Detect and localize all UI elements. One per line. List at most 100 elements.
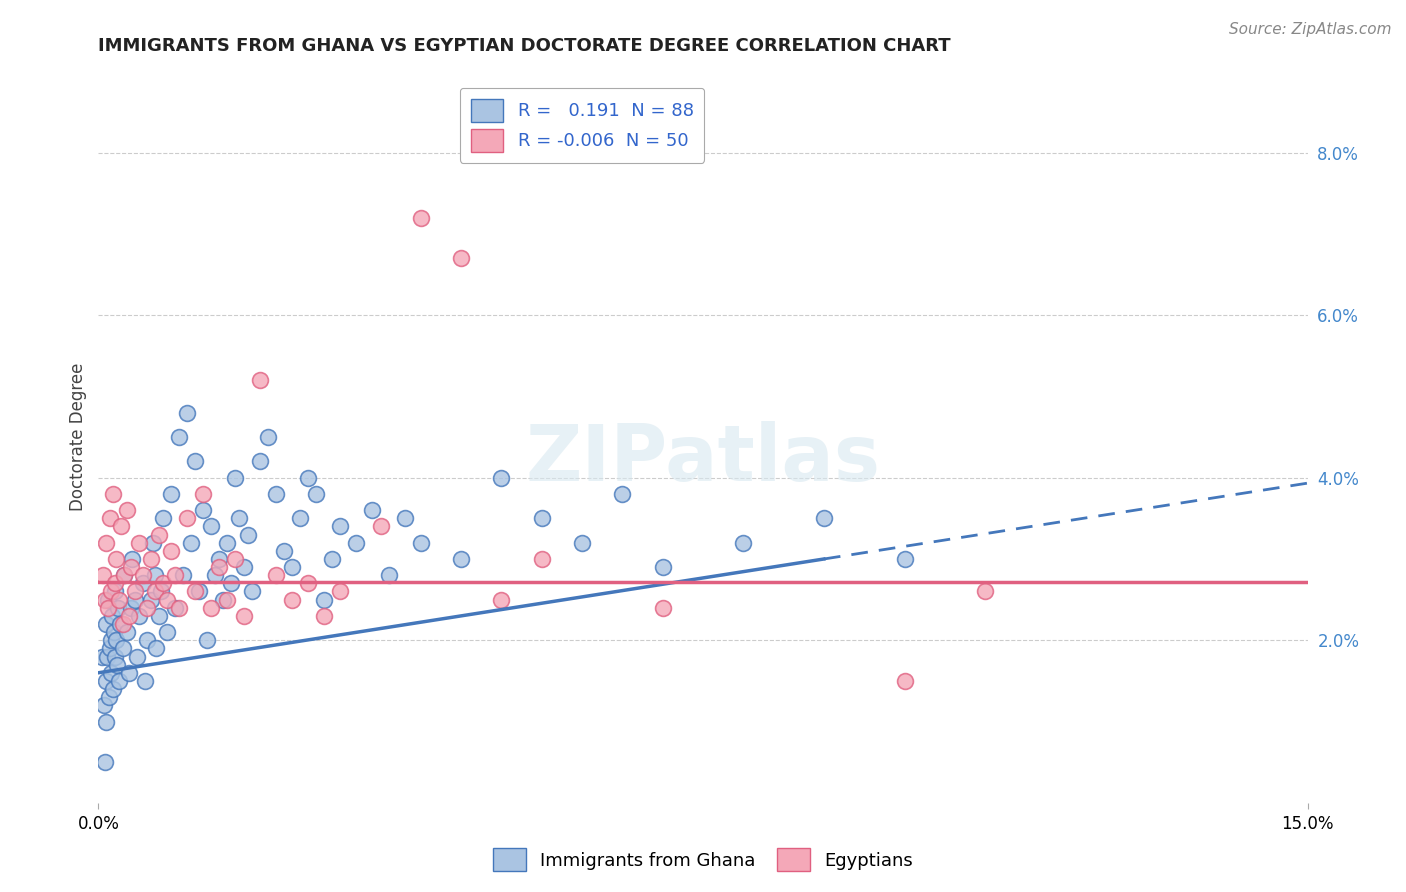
Point [200, 519, 222, 533]
Legend: R =   0.191  N = 88, R = -0.006  N = 50: R = 0.191 N = 88, R = -0.006 N = 50 [460, 87, 704, 163]
Point [394, 511, 416, 525]
Point [240, 584, 263, 599]
Text: Source: ZipAtlas.com: Source: ZipAtlas.com [1229, 22, 1392, 37]
Point [142, 535, 165, 549]
Point [361, 503, 384, 517]
Point [97, 592, 120, 607]
Point [228, 511, 250, 525]
Point [163, 568, 186, 582]
Point [893, 673, 915, 688]
Point [176, 511, 198, 525]
Point [409, 211, 432, 225]
Point [167, 600, 190, 615]
Point [156, 625, 179, 640]
Point [193, 503, 215, 517]
Point [651, 600, 673, 615]
Point [305, 487, 328, 501]
Point [107, 600, 129, 615]
Point [135, 633, 157, 648]
Point [152, 576, 174, 591]
Point [236, 527, 259, 541]
Point [111, 617, 134, 632]
Point [94, 755, 117, 769]
Point [96, 535, 118, 549]
Point [120, 600, 142, 615]
Point [297, 471, 319, 485]
Point [409, 535, 432, 549]
Point [115, 625, 138, 640]
Point [224, 552, 246, 566]
Legend: Immigrants from Ghana, Egyptians: Immigrants from Ghana, Egyptians [486, 841, 920, 879]
Point [110, 519, 132, 533]
Point [450, 552, 472, 566]
Point [100, 665, 122, 680]
Point [105, 657, 128, 672]
Point [96, 617, 118, 632]
Point [93, 698, 115, 713]
Point [108, 617, 131, 632]
Point [128, 608, 150, 623]
Point [813, 511, 835, 525]
Point [105, 633, 128, 648]
Point [491, 592, 513, 607]
Point [329, 584, 352, 599]
Point [256, 430, 278, 444]
Point [112, 568, 135, 582]
Point [132, 576, 155, 591]
Point [217, 592, 239, 607]
Point [221, 576, 243, 591]
Point [249, 454, 271, 468]
Point [139, 592, 162, 607]
Point [160, 487, 183, 501]
Point [97, 600, 120, 615]
Point [148, 527, 170, 541]
Point [132, 568, 155, 582]
Text: IMMIGRANTS FROM GHANA VS EGYPTIAN DOCTORATE DEGREE CORRELATION CHART: IMMIGRANTS FROM GHANA VS EGYPTIAN DOCTOR… [98, 37, 950, 54]
Point [612, 487, 634, 501]
Point [91, 649, 114, 664]
Point [143, 568, 166, 582]
Point [208, 552, 231, 566]
Point [103, 625, 125, 640]
Point [530, 552, 553, 566]
Point [314, 608, 336, 623]
Point [150, 584, 173, 599]
Point [204, 568, 226, 582]
Point [103, 584, 125, 599]
Point [344, 535, 367, 549]
Point [733, 535, 755, 549]
Point [167, 430, 190, 444]
Point [101, 681, 124, 696]
Point [172, 568, 194, 582]
Point [98, 511, 121, 525]
Point [974, 584, 997, 599]
Point [115, 503, 138, 517]
Point [232, 560, 254, 574]
Point [97, 690, 120, 705]
Point [264, 487, 287, 501]
Point [163, 600, 186, 615]
Point [134, 673, 156, 688]
Point [314, 592, 336, 607]
Point [118, 608, 141, 623]
Point [491, 471, 513, 485]
Point [321, 552, 343, 566]
Point [104, 649, 127, 664]
Point [96, 714, 118, 729]
Point [224, 471, 246, 485]
Point [127, 649, 149, 664]
Point [188, 584, 211, 599]
Point [111, 641, 134, 656]
Point [112, 568, 135, 582]
Point [156, 592, 179, 607]
Point [98, 641, 121, 656]
Point [124, 592, 146, 607]
Point [101, 487, 124, 501]
Point [297, 576, 319, 591]
Point [281, 592, 304, 607]
Point [100, 584, 122, 599]
Point [160, 544, 183, 558]
Point [249, 373, 271, 387]
Point [107, 592, 129, 607]
Point [120, 560, 142, 574]
